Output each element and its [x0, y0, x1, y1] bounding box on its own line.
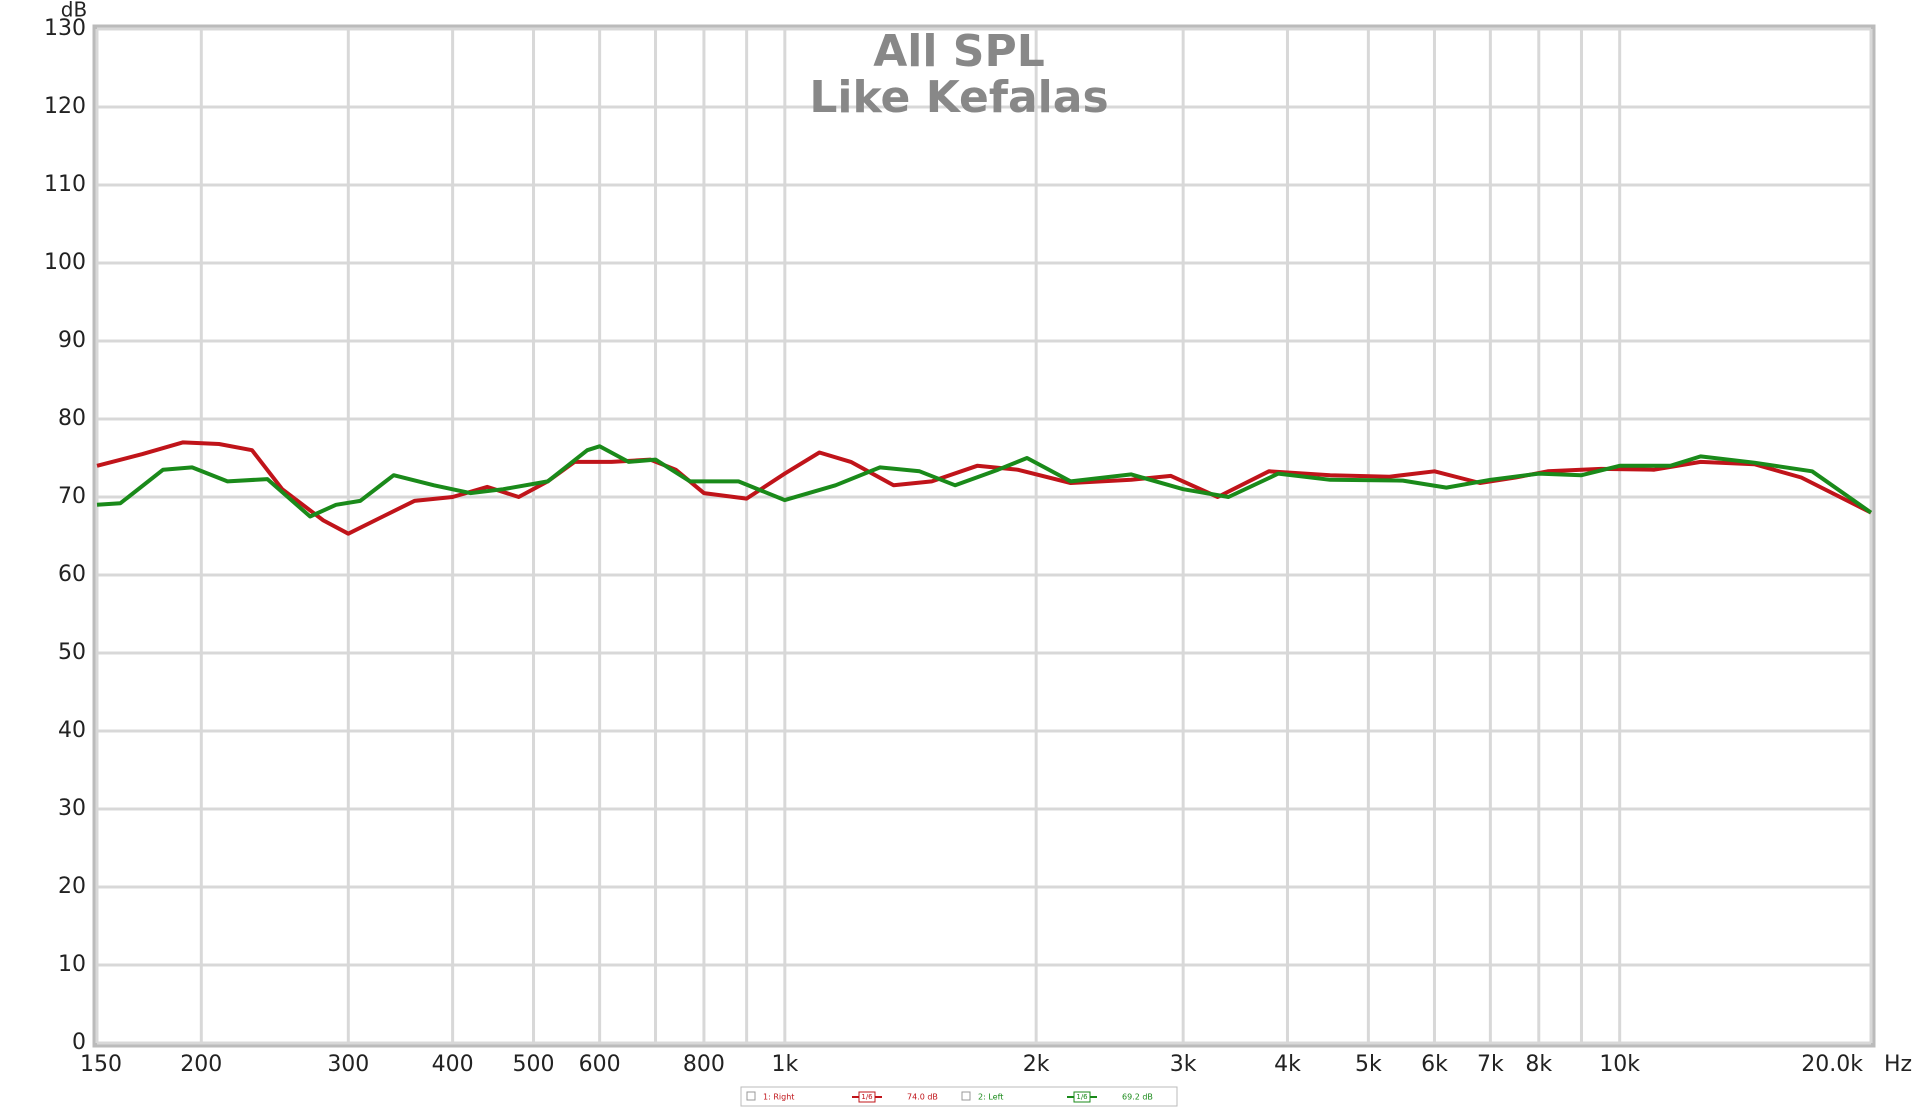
legend-level: 74.0 dB: [907, 1093, 938, 1102]
y-tick-label: 120: [44, 94, 86, 119]
y-tick-label: 80: [58, 406, 86, 431]
grid: [95, 27, 1873, 1045]
legend-checkbox: [961, 1091, 971, 1101]
legend-label: 1: Right: [763, 1093, 794, 1102]
x-tick-label: 10k: [1599, 1052, 1640, 1077]
x-tick-label: 8k: [1525, 1052, 1552, 1077]
x-tick-label: 3k: [1170, 1052, 1197, 1077]
y-tick-label: 10: [58, 952, 86, 977]
x-tick-label: 6k: [1421, 1052, 1448, 1077]
y-tick-label: 0: [72, 1030, 86, 1055]
x-axis-label: Hz: [1884, 1052, 1912, 1077]
x-tick-label: 600: [579, 1052, 621, 1077]
x-tick-label: 500: [513, 1052, 555, 1077]
lines: [96, 440, 1873, 536]
legend-label: 2: Left: [978, 1093, 1003, 1102]
y-axis-label: dB: [61, 0, 87, 22]
y-tick-label: 90: [58, 328, 86, 353]
x-tick-label: 5k: [1355, 1052, 1382, 1077]
y-tick-label: 40: [58, 718, 86, 743]
x-tick-label: 2k: [1023, 1052, 1050, 1077]
x-tick-label: 200: [180, 1052, 222, 1077]
y-tick-label: 50: [58, 640, 86, 665]
legend-checkbox: [746, 1091, 756, 1101]
y-tick-label: 30: [58, 796, 86, 821]
series-line: [96, 444, 1873, 519]
legend-box: [740, 1086, 1178, 1107]
x-tick-label: 20.0k: [1801, 1052, 1863, 1077]
x-tick-label: 400: [432, 1052, 474, 1077]
y-tick-label: 100: [44, 250, 86, 275]
chart-subtitle: Like Kefalas: [809, 72, 1108, 123]
x-tick-label: 1k: [771, 1052, 798, 1077]
x-tick-label: 7k: [1477, 1052, 1504, 1077]
x-tick-label: 4k: [1274, 1052, 1301, 1077]
legend-smoothing: 1/6: [1076, 1093, 1088, 1101]
plot-frame: [92, 24, 1876, 1048]
legend-smoothing-box: [1073, 1091, 1091, 1103]
legend: 1: Right 1/6 74.0 dB 2: Left 1/6 69.2 dB: [746, 1091, 1153, 1103]
x-tick-label: 300: [327, 1052, 369, 1077]
y-tick-label: 60: [58, 562, 86, 587]
legend-level: 69.2 dB: [1122, 1093, 1153, 1102]
legend-smoothing-box: [858, 1091, 876, 1103]
chart-title: All SPL: [873, 26, 1045, 77]
legend-smoothing: 1/6: [861, 1093, 873, 1101]
y-tick-label: 20: [58, 874, 86, 899]
y-tick-label: 130: [44, 16, 86, 41]
x-tick-label: 800: [683, 1052, 725, 1077]
y-tick-label: 110: [44, 172, 86, 197]
x-tick-label: 150: [80, 1052, 122, 1077]
y-tick-label: 70: [58, 484, 86, 509]
